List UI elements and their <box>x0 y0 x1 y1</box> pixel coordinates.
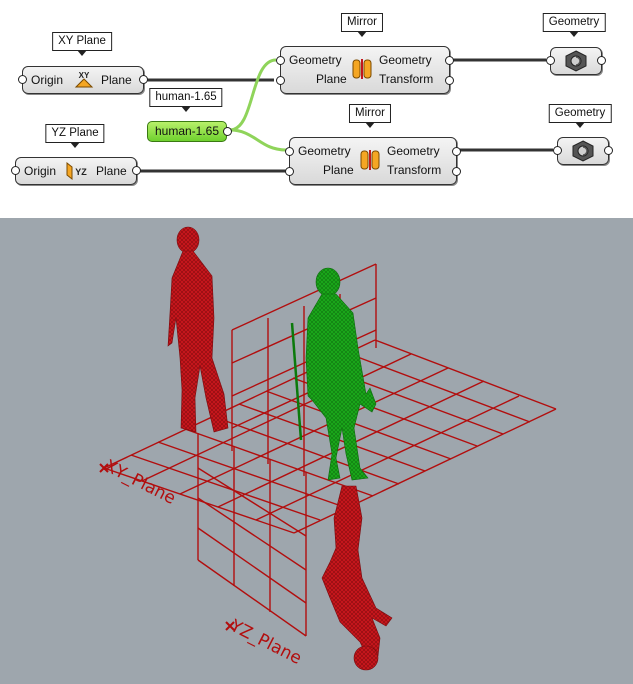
mirror-top-geometry-input-port[interactable] <box>276 56 285 65</box>
mirror-bottom-geometry-input-label: Geometry <box>298 144 351 158</box>
mirrored-human-back <box>167 226 229 433</box>
viewport-scene <box>99 226 557 671</box>
wire-human-to-mirror-bottom <box>229 128 287 152</box>
geometry-bottom-label: Geometry <box>548 104 612 123</box>
mirror-top-component[interactable]: Geometry Plane Geometry Transform <box>276 46 454 94</box>
mirror-top-label-pointer <box>357 31 367 37</box>
geometry-param-icon <box>565 50 587 72</box>
z-axis-line <box>290 322 303 441</box>
geometry-top-label-pointer <box>569 31 579 37</box>
yz-plane-output-label: Plane <box>96 164 127 178</box>
plane-origin-markers <box>99 463 235 631</box>
xy-origin-input-port[interactable] <box>18 75 27 84</box>
mirror-bottom-label: Mirror <box>348 104 392 123</box>
human-label-pointer <box>181 106 191 112</box>
geometry-bottom-label-pointer <box>575 122 585 128</box>
mirror-bottom-label-pointer <box>365 122 375 128</box>
mirror-bottom-transform-output-port[interactable] <box>452 167 461 176</box>
yz-plane-component[interactable]: Origin YZ Plane <box>11 157 141 185</box>
mirror-top-geometry-output-label: Geometry <box>379 53 432 67</box>
yz-plane-icon: YZ <box>66 161 87 181</box>
original-human-preview <box>305 267 377 481</box>
mirror-icon <box>360 150 380 170</box>
yz-plane-label: YZ Plane <box>45 124 105 143</box>
grasshopper-canvas[interactable]: XY Plane Origin XY Plane YZ Plane Origin… <box>0 0 633 206</box>
mirror-bottom-plane-input-label: Plane <box>323 163 354 177</box>
rhino-viewport[interactable]: XY_Plane YZ_Plane <box>0 218 633 684</box>
geometry-bottom-output-port[interactable] <box>604 146 613 155</box>
mirror-top-transform-output-label: Transform <box>379 72 434 86</box>
xy-plane-component[interactable]: Origin XY Plane <box>18 66 148 94</box>
xy-plane-icon: XY <box>74 71 94 88</box>
geometry-bottom-param[interactable] <box>553 137 613 165</box>
mirror-bottom-plane-input-port[interactable] <box>285 167 294 176</box>
yz-plane-output-port[interactable] <box>132 166 141 175</box>
geometry-bottom-input-port[interactable] <box>553 146 562 155</box>
mirror-top-geometry-input-label: Geometry <box>289 53 342 67</box>
mirror-top-plane-input-label: Plane <box>316 72 347 86</box>
geometry-top-input-port[interactable] <box>546 56 555 65</box>
mirror-top-label: Mirror <box>340 13 384 32</box>
wire-human-to-mirror-top <box>229 58 277 132</box>
mirror-bottom-geometry-output-port[interactable] <box>452 147 461 156</box>
mirror-top-transform-output-port[interactable] <box>445 76 454 85</box>
mirror-bottom-transform-output-label: Transform <box>387 163 442 177</box>
human-output-port[interactable] <box>223 127 232 136</box>
yz-origin-input-label: Origin <box>24 164 57 178</box>
xy-origin-input-label: Origin <box>31 73 64 87</box>
mirror-top-geometry-output-port[interactable] <box>445 56 454 65</box>
mirror-bottom-geometry-output-label: Geometry <box>387 144 440 158</box>
yz-plane-label-pointer <box>70 142 80 148</box>
geometry-top-label: Geometry <box>542 13 606 32</box>
mirror-top-plane-input-port[interactable] <box>276 76 285 85</box>
yz-origin-input-port[interactable] <box>11 166 20 175</box>
xy-plane-label: XY Plane <box>52 32 112 51</box>
mirror-bottom-geometry-input-port[interactable] <box>285 147 294 156</box>
yz-plane-icon-text: YZ <box>75 167 87 177</box>
human-label: human-1.65 <box>149 88 223 107</box>
xy-plane-icon-text: XY <box>79 71 90 80</box>
geometry-top-output-port[interactable] <box>597 56 606 65</box>
geometry-param-icon <box>572 140 594 162</box>
geometry-top-param[interactable] <box>546 47 606 75</box>
human-param-value: human-1.65 <box>154 124 220 138</box>
xy-plane-output-port[interactable] <box>139 75 148 84</box>
mirror-icon <box>352 59 372 79</box>
xy-plane-label-pointer <box>77 50 87 56</box>
human-geometry-param[interactable]: human-1.65 <box>147 121 232 142</box>
mirror-bottom-component[interactable]: Geometry Plane Geometry Transform <box>285 137 461 185</box>
wire-layer <box>140 58 553 173</box>
mirrored-human-below <box>321 485 393 671</box>
xy-plane-output-label: Plane <box>101 73 132 87</box>
